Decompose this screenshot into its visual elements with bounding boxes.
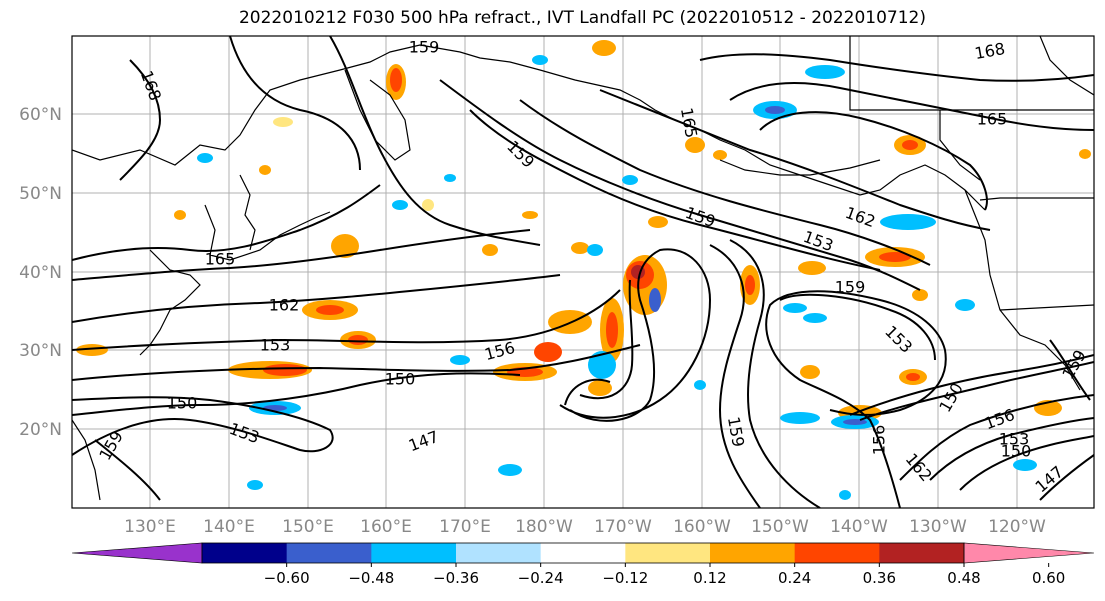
latitude-label: 40°N [19,263,62,283]
contour-label: 159 [835,278,866,297]
longitude-label: 160°W [673,517,731,537]
colorbar-tick-label: 0.48 [947,569,980,587]
graticule [72,36,1094,508]
colorbar: −0.60 −0.48 −0.36 −0.24 −0.12 0.12 0.24 0.36 0.4… [71,542,1095,587]
map-title: 2022010212 F030 500 hPa refract., IVT La… [238,8,926,28]
colorbar-tick-label: 0.60 [1032,569,1065,587]
colorbar-segment [456,543,542,563]
longitude-label: 140°W [830,517,888,537]
colorbar-segment [371,543,457,563]
longitude-axis-labels: 130°E 140°E 150°E 160°E 170°E 180°W 170°W 160°W… [124,517,1046,537]
longitude-label: 170°W [594,517,652,537]
colorbar-segment [540,543,626,563]
longitude-label: 150°W [751,517,809,537]
longitude-label: 140°E [203,517,255,537]
colorbar-border [201,542,965,564]
contour-label: 162 [269,296,300,315]
colorbar-tick-label: 0.36 [863,569,896,587]
contour-label: 165 [977,110,1008,129]
coastlines [72,36,1094,501]
contour-label: 156 [870,425,889,456]
longitude-label: 170°E [439,517,491,537]
contour-label: 165 [205,250,236,269]
contour-label: 159 [409,38,440,57]
map-frame [71,35,1095,509]
colorbar-tick-label: −0.12 [602,569,648,587]
refractivity-contours [72,36,1094,508]
longitude-label: 130°W [909,517,967,537]
latitude-label: 50°N [19,184,62,204]
colorbar-tick-label: −0.48 [348,569,394,587]
contour-label: 150 [167,394,198,413]
refractivity-shading [76,40,1091,500]
colorbar-extend-low [71,542,203,564]
latitude-axis-labels: 60°N 50°N 40°N 30°N 20°N [19,105,62,440]
contour-label: 150 [1001,442,1032,461]
contour-label: 153 [260,336,291,355]
colorbar-tick-label: 0.12 [693,569,726,587]
colorbar-tick-label: −0.60 [264,569,310,587]
longitude-label: 150°E [282,517,334,537]
colorbar-segment [710,543,796,563]
colorbar-segment [794,543,880,563]
latitude-label: 60°N [19,105,62,125]
longitude-label: 120°W [988,517,1046,537]
latitude-label: 30°N [19,341,62,361]
colorbar-tick-label: 0.24 [778,569,811,587]
contour-label: 153 [999,430,1030,449]
colorbar-tick-label: −0.36 [433,569,479,587]
colorbar-segment [625,543,711,563]
longitude-label: 130°E [124,517,176,537]
contour-label: 150 [385,370,416,389]
colorbar-extend-high [963,542,1095,564]
latitude-label: 20°N [19,420,62,440]
colorbar-tick-label: −0.24 [518,569,564,587]
colorbar-segment [202,543,288,563]
longitude-label: 180°W [515,517,573,537]
colorbar-segment [286,543,372,563]
colorbar-segment [879,543,965,563]
longitude-label: 160°E [360,517,412,537]
